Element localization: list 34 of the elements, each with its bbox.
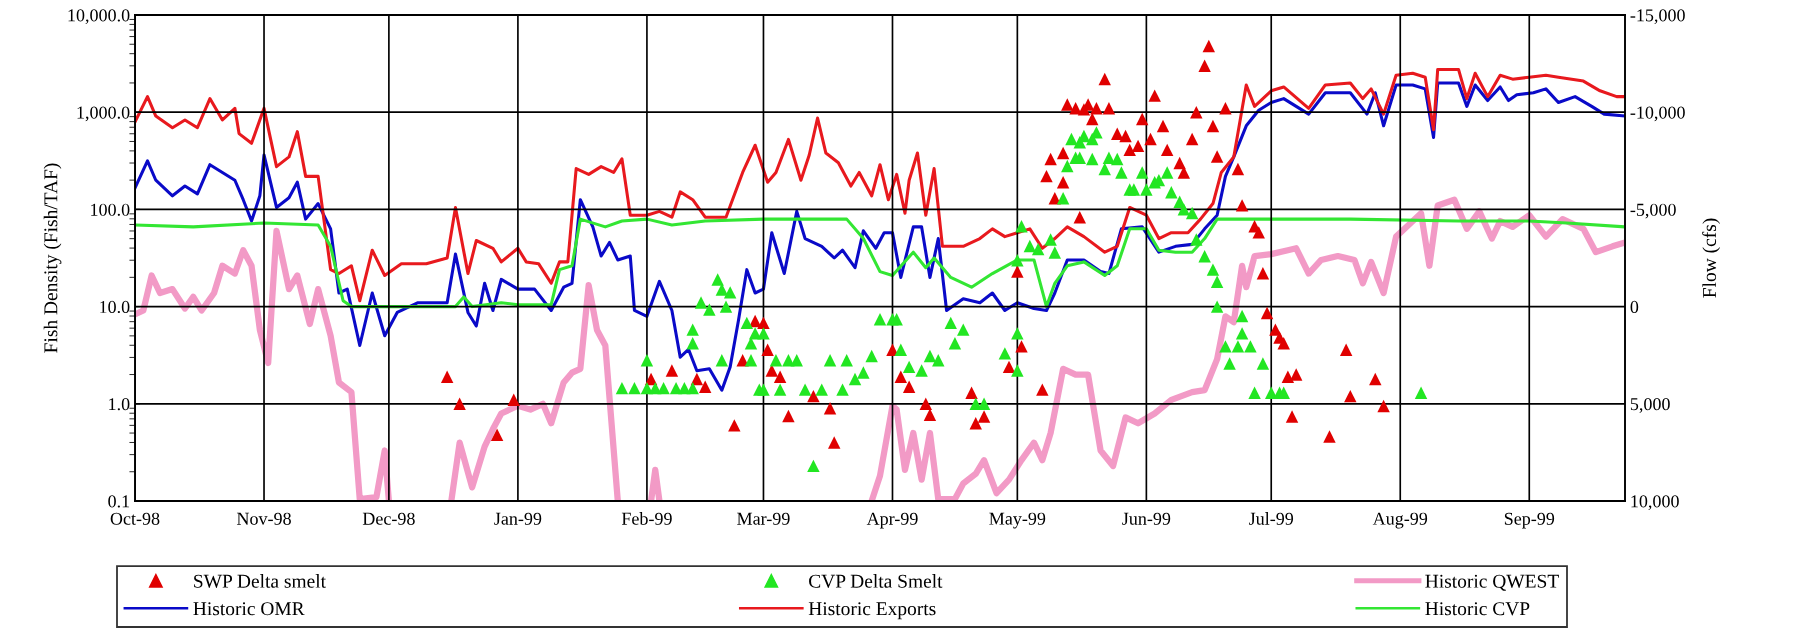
y2-tick-label: 10,000 [1631, 495, 1679, 511]
x-tick-label: Jun-99 [1122, 512, 1171, 525]
x-tick-label: Feb-99 [621, 512, 672, 525]
x-tick-label: Jan-99 [494, 512, 542, 525]
legend-label: Historic Exports [808, 602, 936, 620]
y2-tick-label: 5,000 [1630, 398, 1670, 413]
y-tick-label: 1.0 [109, 398, 130, 411]
y2-tick-label: 0 [1630, 300, 1639, 314]
y2-axis-title: Flow (cfs) [1702, 218, 1721, 298]
x-tick-label: Jul-99 [1249, 512, 1294, 525]
x-tick-label: Aug-99 [1372, 512, 1428, 529]
legend-label: SWP Delta smelt [194, 574, 326, 588]
x-tick-label: May-99 [989, 512, 1046, 529]
y2-tick-label: -15,000 [1630, 9, 1685, 25]
y-tick-label: 10.0 [100, 300, 130, 314]
x-tick-label: Mar-99 [737, 512, 790, 525]
x-tick-label: Sep-99 [1504, 512, 1555, 529]
x-tick-label: Dec-98 [362, 512, 415, 525]
y-tick-label: 10,000.0 [68, 9, 130, 25]
x-tick-label: Nov-98 [236, 512, 291, 525]
x-tick-label: Oct-98 [110, 512, 160, 525]
x-tick-label: Apr-99 [866, 512, 918, 529]
legend-label: Historic OMR [193, 602, 305, 616]
legend-label: Historic CVP [1425, 602, 1530, 616]
legend-label: CVP Delta Smelt [809, 574, 943, 588]
y-tick-label: 0.1 [108, 495, 130, 508]
line-series [135, 67, 1625, 303]
line-series [135, 217, 1625, 309]
y-axis-title: Fish Density (Fish/TAF) [43, 163, 62, 353]
y2-tick-label: -5,000 [1630, 203, 1676, 219]
y2-tick-label: -10,000 [1630, 106, 1685, 122]
y-tick-label: 100.0 [91, 203, 130, 216]
y-tick-label: 1,000.0 [77, 106, 130, 122]
legend-label: Historic QWEST [1425, 574, 1559, 591]
